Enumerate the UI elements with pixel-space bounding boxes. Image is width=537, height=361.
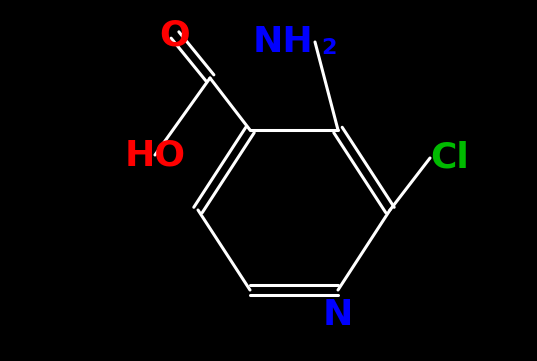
Text: 2: 2 xyxy=(321,38,337,58)
Text: Cl: Cl xyxy=(430,141,469,175)
Text: O: O xyxy=(159,18,191,52)
Text: NH: NH xyxy=(252,25,313,59)
Text: HO: HO xyxy=(125,138,186,172)
Text: N: N xyxy=(323,298,353,332)
